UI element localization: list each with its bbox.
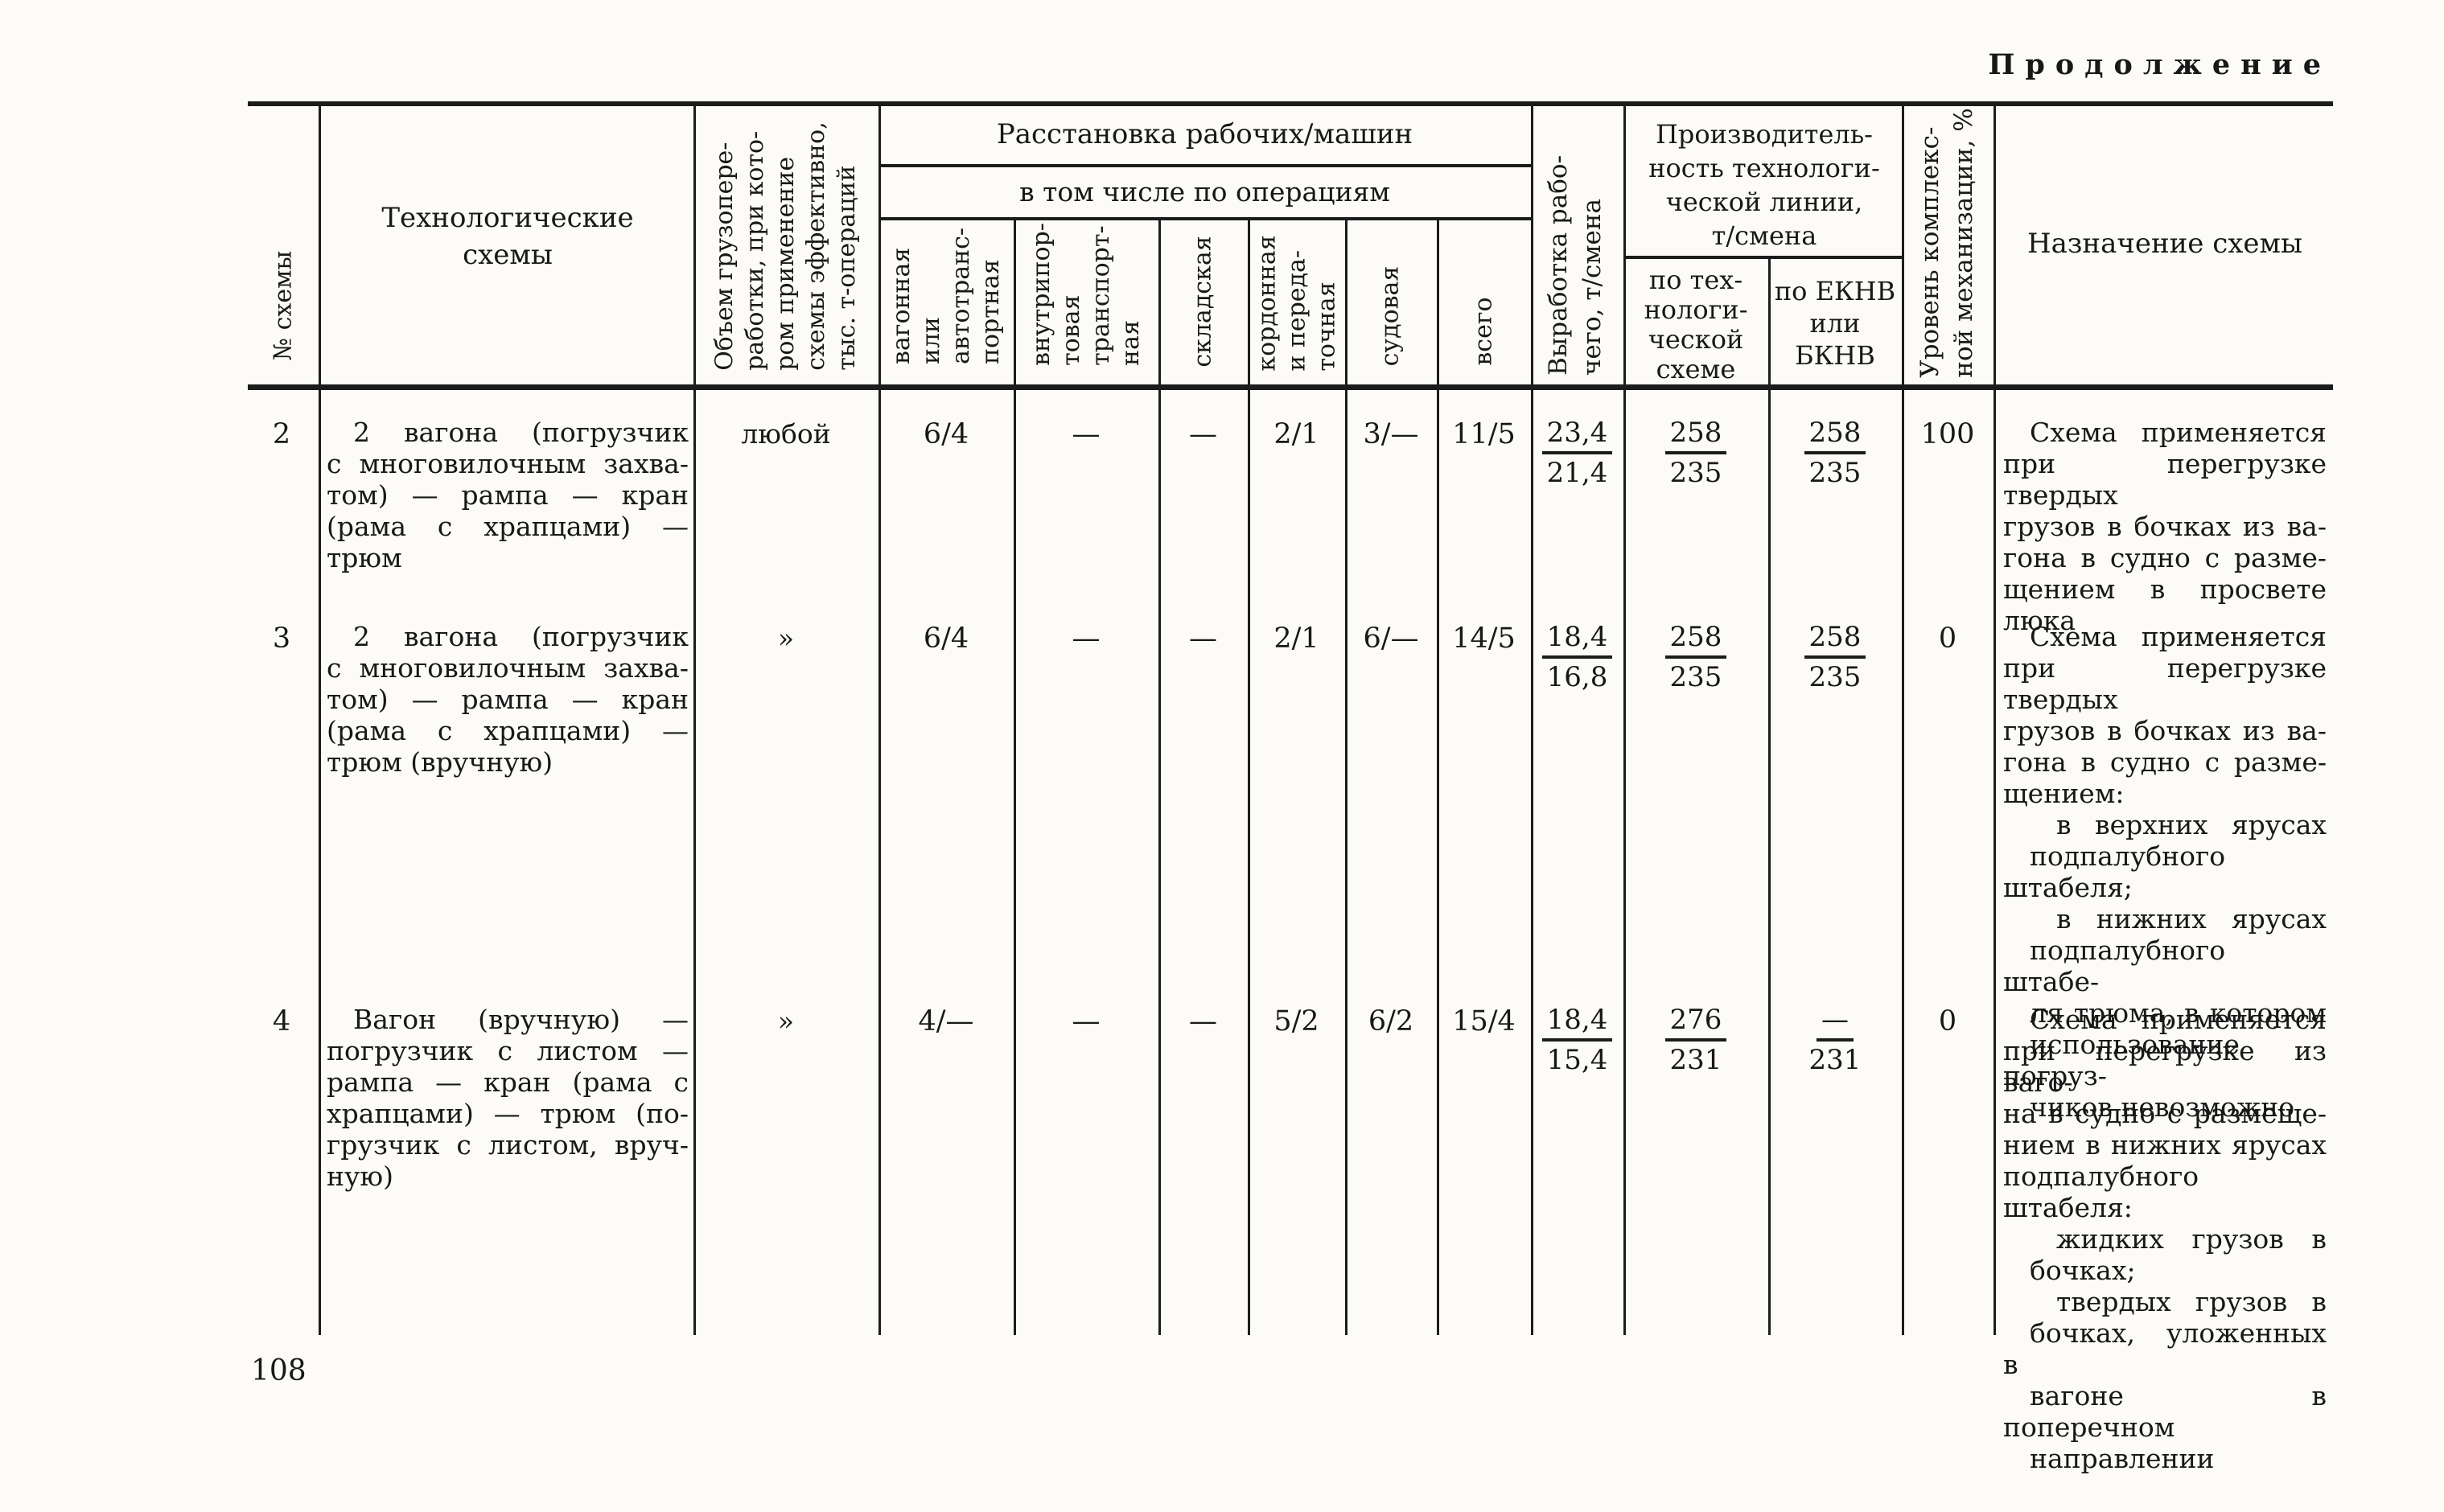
rule-under-by-operations: [878, 217, 1533, 220]
col-header-op-wagon: вагонная или автотранс- портная: [887, 227, 1005, 365]
op-ship-value: 6/2: [1368, 1005, 1414, 1037]
group-header-productivity: Производитель- ность технологи- ческой л…: [1648, 119, 1880, 251]
op-warehouse-value: —: [1189, 418, 1217, 450]
purpose-description: Схема применяется при перегрузке твердых г…: [2003, 417, 2327, 636]
fraction-denominator: 231: [1669, 1044, 1722, 1076]
op-ship-value: 6/—: [1363, 622, 1419, 655]
col-header-tech-schemes: Технологические схемы: [381, 202, 634, 271]
volume-value: любой: [741, 418, 831, 450]
prod-eknv-fraction: —231: [1771, 1004, 1899, 1076]
col-header-purpose: Назначение схемы: [2026, 228, 2303, 260]
col-header-op-inport: внутрипор- товая транспорт- ная: [1027, 223, 1145, 366]
output-fraction: 18,4 16,8: [1534, 621, 1620, 693]
fraction-numerator: 23,4: [1541, 417, 1613, 454]
mech-level-value: 0: [1938, 622, 1957, 655]
op-wagon-value: 6/4: [923, 418, 969, 450]
purpose-description: Схема применяется при перегрузке из ваго-…: [2003, 1004, 2327, 1474]
fraction-denominator: 235: [1808, 457, 1862, 489]
volume-value: »: [777, 1005, 795, 1037]
prod-eknv-fraction: 258 235: [1771, 621, 1899, 693]
column-rule: [1531, 106, 1533, 1335]
op-cordon-value: 2/1: [1273, 418, 1319, 450]
op-total-value: 15/4: [1452, 1005, 1516, 1037]
rule-under-placement-group: [878, 164, 1533, 167]
col-header-op-warehouse: складская: [1188, 236, 1217, 368]
column-rule: [1437, 220, 1439, 1335]
prod-eknv-fraction: 258 235: [1771, 417, 1899, 489]
op-inport-value: —: [1072, 418, 1101, 450]
fraction-numerator: 258: [1664, 417, 1727, 454]
header-bottom-border: [248, 384, 2333, 390]
op-ship-value: 3/—: [1363, 418, 1419, 450]
output-fraction: 18,4 15,4: [1534, 1004, 1620, 1076]
column-rule: [693, 106, 696, 1335]
group-header-by-operations: в том числе по операциям: [1019, 176, 1390, 207]
op-inport-value: —: [1072, 622, 1101, 655]
fraction-denominator: 235: [1669, 457, 1722, 489]
column-rule: [1902, 106, 1904, 1335]
page-number: 108: [251, 1354, 307, 1387]
op-cordon-value: 2/1: [1273, 622, 1319, 655]
fraction-denominator: 21,4: [1546, 457, 1608, 489]
fraction-numerator: 258: [1664, 621, 1727, 659]
op-total-value: 14/5: [1452, 622, 1516, 655]
fraction-numerator: 18,4: [1541, 621, 1613, 659]
scheme-description: 2 вагона (погрузчик с многовилочным захва…: [327, 417, 689, 573]
column-rule: [1993, 106, 1996, 1335]
fraction-denominator: 15,4: [1546, 1044, 1608, 1076]
table-top-border: [248, 101, 2333, 106]
col-header-prod-eknv: по ЕКНВ или БКНВ: [1774, 276, 1896, 371]
column-rule: [1345, 220, 1347, 1335]
column-rule: [319, 106, 321, 1335]
purpose-description: Схема применяется при перегрузке твердых г…: [2003, 621, 2327, 1123]
col-header-op-ship: судовая: [1376, 265, 1405, 367]
col-header-op-total: всего: [1469, 297, 1498, 366]
column-rule: [1248, 220, 1250, 1335]
scheme-description: 2 вагона (погрузчик с многовилочным захва…: [327, 621, 689, 778]
column-rule: [1623, 106, 1626, 1335]
mech-level-value: 100: [1920, 418, 1975, 450]
col-header-mech-level: Уровень комплекс- ной механизации, %: [1915, 108, 1978, 378]
row-number: 4: [272, 1005, 291, 1037]
column-rule: [1014, 220, 1016, 1335]
fraction-denominator: 231: [1808, 1044, 1862, 1076]
rule-under-productivity-group: [1623, 256, 1904, 259]
fraction-denominator: 235: [1669, 661, 1722, 693]
op-inport-value: —: [1072, 1005, 1101, 1037]
op-wagon-value: 4/—: [918, 1005, 974, 1037]
row-number: 2: [272, 418, 291, 450]
col-header-output-per-worker: Выработка рабо- чего, т/смена: [1544, 154, 1607, 376]
op-warehouse-value: —: [1189, 622, 1217, 655]
col-header-op-cordon: кордонная и переда- точная: [1253, 235, 1341, 372]
fraction-denominator: 235: [1808, 661, 1862, 693]
op-wagon-value: 6/4: [923, 622, 969, 655]
fraction-numerator: 276: [1664, 1004, 1727, 1042]
fraction-denominator: 16,8: [1546, 661, 1608, 693]
continuation-label: Продолжение: [1988, 48, 2331, 81]
output-fraction: 23,4 21,4: [1534, 417, 1620, 489]
column-rule: [1768, 259, 1771, 1335]
op-warehouse-value: —: [1189, 1005, 1217, 1037]
volume-value: »: [777, 622, 795, 654]
column-rule: [878, 106, 881, 1335]
prod-tech-fraction: 276 231: [1627, 1004, 1765, 1076]
scheme-description: Вагон (вручную) — погрузчик с листом — рам…: [327, 1004, 689, 1192]
row-number: 3: [272, 622, 291, 655]
group-header-placement: Расстановка рабочих/машин: [996, 118, 1413, 150]
col-header-prod-tech: по тех- нологи- ческой схеме: [1644, 265, 1748, 384]
column-rule: [1158, 220, 1161, 1335]
prod-tech-fraction: 258 235: [1627, 621, 1765, 693]
mech-level-value: 0: [1938, 1005, 1957, 1037]
fraction-numerator: 18,4: [1541, 1004, 1613, 1042]
op-cordon-value: 5/2: [1273, 1005, 1319, 1037]
op-total-value: 11/5: [1452, 418, 1516, 450]
fraction-numerator: 258: [1804, 417, 1866, 454]
col-header-scheme-no: № схемы: [269, 250, 298, 361]
fraction-numerator: —: [1817, 1004, 1854, 1042]
col-header-volume: Объем грузопере- работки, при кото- ром …: [710, 121, 861, 371]
prod-tech-fraction: 258 235: [1627, 417, 1765, 489]
fraction-numerator: 258: [1804, 621, 1866, 659]
